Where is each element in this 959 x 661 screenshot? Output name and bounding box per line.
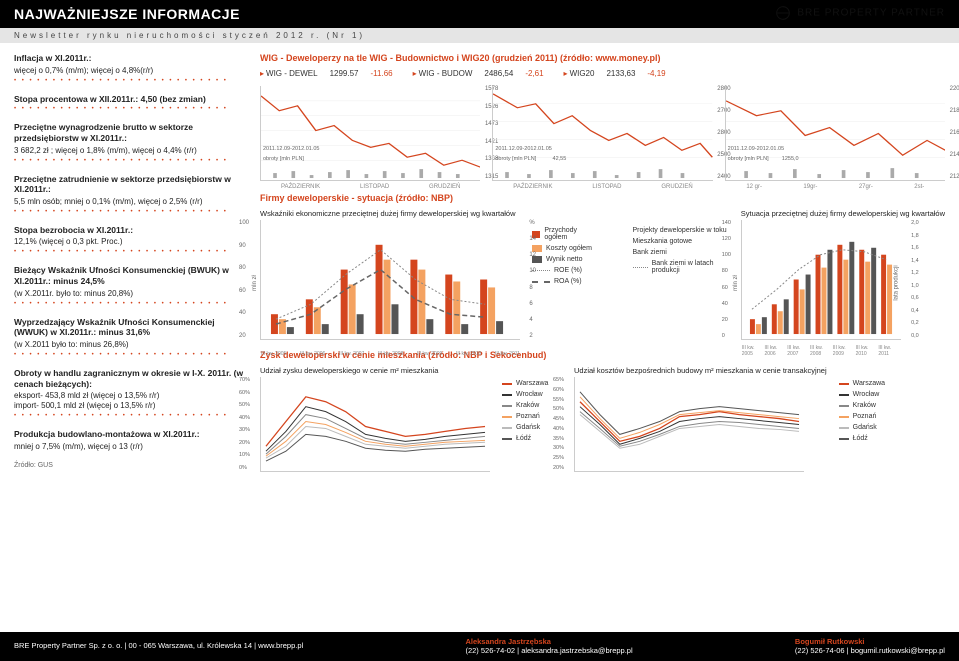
source-label: Źródło: GUS — [14, 462, 244, 469]
indic-legend: Przychody ogółem Koszty ogółem Wynik net… — [532, 209, 729, 340]
zysk-right-chart: 65%60%55%50% 45%40%35%30% 25%20% — [574, 377, 804, 472]
x-axis: 12 gr-19gr- 27gr-2st- — [726, 184, 945, 190]
footer-left: BRE Property Partner Sp. z o. o. | 00 - … — [14, 641, 303, 651]
chart-wig20: 22042183 21632142 2122 2011.12.09-2012.0… — [725, 86, 945, 181]
stat-wwuk: Wyprzedzający Wskaźnik Ufności Konsumenc… — [14, 317, 244, 358]
wig-charts-row: 15781526 14731421 13681315 2011.12.09-20… — [260, 86, 945, 181]
right-charts-column: WIG - Deweloperzy na tle WIG - Budownict… — [260, 53, 945, 472]
subheader: Newsletter rynku nieruchomości styczeń 2… — [0, 28, 959, 43]
chart-wig-dewel: 15781526 14731421 13681315 2011.12.09-20… — [260, 86, 480, 181]
wig-dewel: WIG - DEWEL 1299.57 -11.66 — [260, 69, 393, 78]
wig-budow: WIG - BUDOW 2486,54 -2,61 — [413, 69, 544, 78]
indic-right-chart: mln zł lata produkcji — [741, 220, 901, 340]
footer-right: Bogumił Rutkowski (22) 526-74-06 | bogum… — [795, 637, 945, 657]
bars — [271, 245, 503, 334]
left-stats-column: Inflacja w XI.2011r.: więcej o 0,7% (m/m… — [14, 53, 244, 472]
page-title: NAJWAŻNIEJSZE INFORMACJE — [14, 6, 240, 22]
stat-bezrobocie: Stopa bezrobocia w XI.2011r.: 12,1% (wię… — [14, 225, 244, 256]
brand-logo: BRE PROPERTY PARTNER — [776, 6, 945, 20]
y-axis: 22042183 21632142 2122 — [950, 86, 959, 180]
stat-obroty: Obroty w handlu zagranicznym w okresie w… — [14, 368, 244, 419]
stat-produkcja: Produkcja budowlano-montażowa w XI.2011r… — [14, 429, 244, 452]
stat-zatrudnienie: Przeciętne zatrudnienie w sektorze przed… — [14, 174, 244, 215]
zysk-left-block: Udział zysku deweloperskiego w cenie m² … — [260, 366, 490, 472]
x-axis: PAŹDZIERNIKLISTOPADGRUDZIEŃ — [493, 184, 712, 190]
indicators-row: Wskaźniki ekonomiczne przeciętnej dużej … — [260, 209, 945, 340]
footer-mid: Aleksandra Jastrzębska (22) 526-74-02 | … — [465, 637, 632, 657]
chart-wig-budow: 28002700 28002500 2400 2011.12.09-2012.0… — [492, 86, 712, 181]
stat-inflacja: Inflacja w XI.2011r.: więcej o 0,7% (m/m… — [14, 53, 244, 84]
x-axis: PAŹDZIERNIKLISTOPADGRUDZIEŃ — [261, 184, 480, 190]
wig-indices-row: WIG - DEWEL 1299.57 -11.66 WIG - BUDOW 2… — [260, 69, 945, 78]
wig20: WIG20 2133,63 -4,19 — [564, 69, 666, 78]
wig-header: WIG - Deweloperzy na tle WIG - Budownict… — [260, 53, 945, 63]
indic-right-block: Sytuacja przeciętnej dużej firmy dewelop… — [741, 209, 945, 340]
cities-legend-2: Warszawa Wrocław Kraków Poznań Gdańsk Łó… — [839, 366, 899, 472]
stat-stopa: Stopa procentowa w XII.2011r.: 4,50 (bez… — [14, 94, 244, 113]
footer-bar: BRE Property Partner Sp. z o. o. | 00 - … — [0, 632, 959, 661]
stat-bwuk: Bieżący Wskaźnik Ufności Konsumenckiej (… — [14, 265, 244, 306]
firmy-title: Firmy deweloperskie - sytuacja (źródło: … — [260, 193, 945, 203]
zysk-left-chart: 70%60%50%40% 30%20%10%0% — [260, 377, 490, 472]
brand-text: BRE PROPERTY PARTNER — [797, 8, 945, 19]
stat-wynagrodzenie: Przeciętne wynagrodzenie brutto w sektor… — [14, 122, 244, 163]
zysk-right-block: Udział kosztów bezpośrednich budowy m² m… — [574, 366, 827, 472]
zysk-charts-row: Udział zysku deweloperskiego w cenie m² … — [260, 366, 945, 472]
indic-left-chart: mln zł — [260, 220, 520, 340]
indic-left-block: Wskaźniki ekonomiczne przeciętnej dużej … — [260, 209, 520, 340]
volume-bars — [273, 169, 459, 178]
